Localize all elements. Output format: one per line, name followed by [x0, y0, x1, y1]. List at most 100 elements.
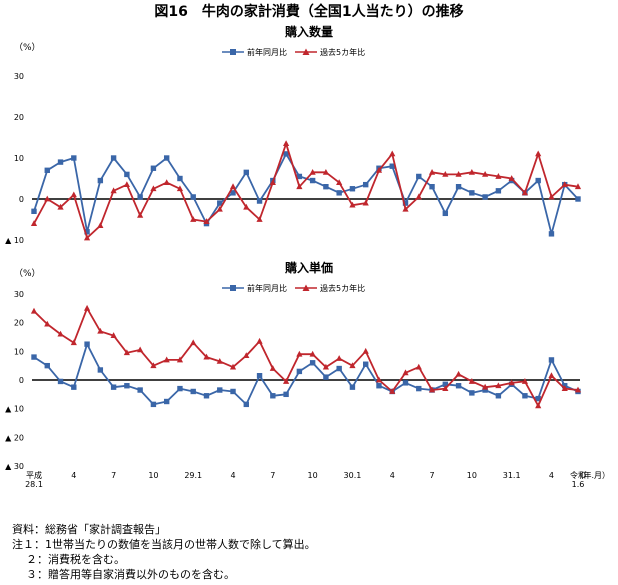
data-point-avg5: [455, 171, 462, 177]
data-point-avg5: [402, 205, 409, 212]
data-point-yoy: [84, 229, 90, 235]
data-point-yoy: [256, 198, 263, 204]
data-point-yoy: [482, 387, 488, 393]
data-point-avg5: [282, 140, 290, 147]
data-point-avg5: [349, 201, 356, 208]
data-point-avg5: [415, 363, 422, 370]
series-line-avg5: [33, 307, 579, 407]
data-point-yoy: [349, 384, 356, 390]
data-point-yoy: [283, 391, 289, 398]
data-point-yoy: [535, 177, 541, 184]
y-tick-label: ▲ 10: [5, 405, 24, 414]
data-point-avg5: [176, 185, 184, 192]
data-point-yoy: [31, 354, 37, 360]
data-point-avg5: [83, 304, 91, 311]
data-point-yoy: [44, 167, 50, 173]
data-point-yoy: [71, 384, 77, 390]
data-point-avg5: [336, 355, 343, 361]
data-point-avg5: [216, 205, 223, 212]
data-point-avg5: [229, 363, 237, 370]
data-point-avg5: [83, 234, 91, 241]
data-point-avg5: [309, 168, 316, 175]
data-point-avg5: [508, 175, 515, 181]
data-point-yoy: [190, 194, 196, 200]
data-point-avg5: [57, 330, 64, 337]
data-point-yoy: [363, 361, 369, 367]
data-point-avg5: [190, 339, 197, 346]
y-tick-label: 0: [19, 376, 24, 385]
data-point-avg5: [455, 370, 462, 377]
data-point-yoy: [402, 200, 409, 206]
data-point-avg5: [389, 150, 396, 157]
data-point-yoy: [163, 398, 170, 405]
x-axis-unit-label: （年.月）: [575, 470, 610, 480]
chart-unit-price: 購入単価 （%） 前年同月比 過去5カ年比 30 20 10 0 ▲ 10 ▲ 20 ▲ 3…: [5, 260, 582, 471]
data-point-yoy: [270, 393, 276, 399]
data-point-yoy: [71, 155, 77, 161]
note-1: 注１：1世帯当たりの数値を当該月の世帯人数で除して算出。: [12, 538, 316, 551]
data-point-avg5: [468, 378, 475, 384]
data-point-yoy: [442, 381, 449, 387]
data-point-avg5: [269, 179, 276, 185]
legend-marker-triangle: [302, 48, 310, 55]
data-point-yoy: [283, 151, 289, 157]
data-point-yoy: [31, 208, 37, 214]
data-point-avg5: [574, 183, 582, 190]
data-point-yoy: [57, 159, 64, 165]
y-tick-label: ▲ 10: [5, 236, 24, 245]
y-tick-label: 10: [14, 154, 24, 163]
legend-label-avg5: 過去5カ年比: [320, 283, 365, 293]
data-point-yoy: [243, 401, 249, 408]
data-point-avg5: [402, 369, 409, 376]
y-tick-label: 20: [14, 319, 24, 328]
data-point-avg5: [163, 179, 170, 185]
data-point-avg5: [296, 350, 303, 357]
data-point-avg5: [521, 189, 529, 196]
data-point-avg5: [97, 327, 104, 334]
x-tick-label: 令和: [570, 470, 586, 480]
data-point-yoy: [522, 393, 528, 399]
data-point-yoy: [97, 367, 104, 373]
data-point-yoy: [110, 384, 117, 390]
data-point-avg5: [137, 346, 144, 353]
note-2: ２：消費税を含む。: [26, 553, 125, 566]
data-point-avg5: [282, 378, 290, 384]
data-point-avg5: [216, 357, 223, 364]
data-point-yoy: [217, 387, 223, 393]
data-point-yoy: [256, 373, 263, 379]
data-point-yoy: [495, 188, 502, 194]
data-point-avg5: [137, 212, 144, 218]
data-point-yoy: [363, 181, 369, 188]
data-point-yoy: [309, 360, 316, 366]
data-point-avg5: [561, 181, 568, 188]
data-point-yoy: [323, 184, 329, 190]
data-point-avg5: [561, 385, 568, 391]
data-point-yoy: [535, 395, 541, 402]
data-point-yoy: [442, 210, 449, 217]
data-point-yoy: [575, 196, 581, 202]
data-point-yoy: [44, 362, 50, 369]
data-point-avg5: [442, 385, 449, 391]
data-point-yoy: [323, 374, 329, 380]
y-tick-label: 20: [14, 113, 24, 122]
data-point-avg5: [256, 337, 263, 344]
data-point-avg5: [375, 376, 383, 383]
x-tick-label: 10: [308, 471, 318, 480]
data-point-yoy: [469, 190, 475, 196]
data-point-avg5: [375, 166, 383, 173]
data-point-yoy: [203, 393, 210, 399]
data-point-avg5: [44, 320, 51, 327]
notes-block: 資料：総務省「家計調査報告」 注１：1世帯当たりの数値を当該月の世帯人数で除して…: [12, 522, 316, 582]
data-point-avg5: [176, 356, 184, 363]
legend: 前年同月比 過去5カ年比: [222, 283, 365, 293]
figure-canvas: 図16 牛肉の家計消費（全国1人当たり）の推移 購入数量 （%） 前年同月比 過…: [5, 3, 610, 489]
data-point-avg5: [110, 332, 117, 338]
data-point-avg5: [296, 183, 303, 190]
data-point-yoy: [336, 365, 342, 372]
data-point-avg5: [70, 339, 77, 346]
x-tick-label: 1.6: [572, 480, 585, 489]
data-point-yoy: [150, 165, 157, 171]
data-point-yoy: [455, 184, 462, 190]
data-point-avg5: [322, 168, 330, 175]
x-tick-label: 4: [549, 471, 554, 480]
